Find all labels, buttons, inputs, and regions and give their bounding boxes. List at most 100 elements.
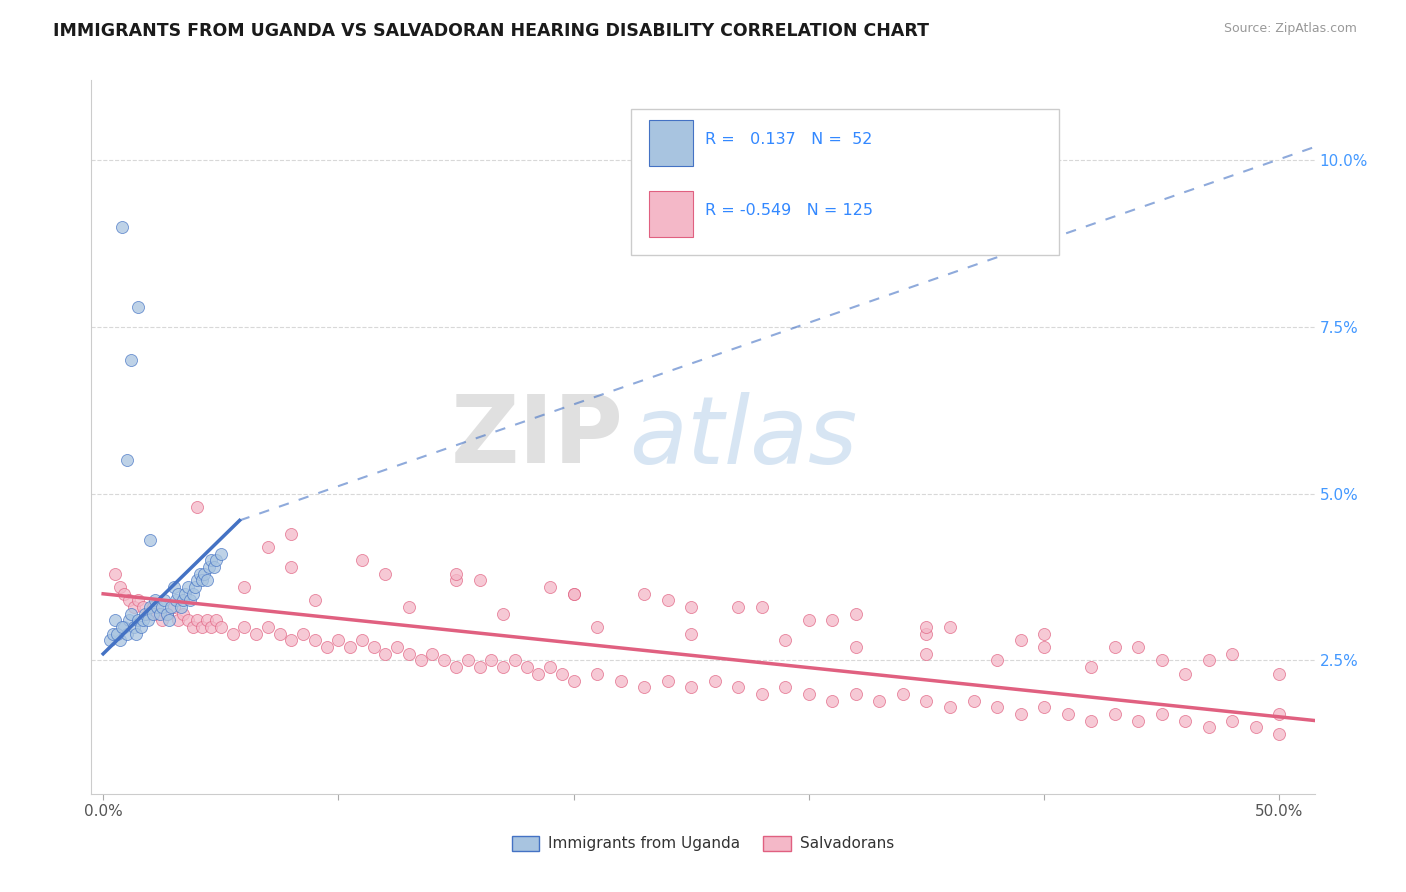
Point xyxy=(374,566,396,581)
Point xyxy=(1104,706,1126,721)
Point xyxy=(101,627,124,641)
Point xyxy=(315,640,337,655)
Point xyxy=(129,620,152,634)
Point xyxy=(986,700,1008,714)
Point xyxy=(775,680,797,694)
Point xyxy=(1010,633,1032,648)
Point xyxy=(177,580,200,594)
Point xyxy=(179,593,201,607)
Point xyxy=(422,647,444,661)
Text: atlas: atlas xyxy=(630,392,858,483)
Point xyxy=(433,653,456,667)
Point xyxy=(538,660,561,674)
Point xyxy=(915,627,938,641)
Point xyxy=(191,620,214,634)
Point xyxy=(115,627,138,641)
Point xyxy=(457,653,479,667)
Point xyxy=(939,700,962,714)
Point xyxy=(245,627,267,641)
Point xyxy=(146,600,169,615)
Point xyxy=(163,580,186,594)
Point xyxy=(797,614,820,628)
Point xyxy=(845,640,868,655)
Text: R =   0.137   N =  52: R = 0.137 N = 52 xyxy=(706,132,873,147)
Point xyxy=(209,547,232,561)
Point xyxy=(821,693,844,707)
Point xyxy=(586,620,609,634)
Point xyxy=(149,607,172,621)
Point xyxy=(1033,700,1056,714)
Legend: Immigrants from Uganda, Salvadorans: Immigrants from Uganda, Salvadorans xyxy=(506,830,900,857)
Text: IMMIGRANTS FROM UGANDA VS SALVADORAN HEARING DISABILITY CORRELATION CHART: IMMIGRANTS FROM UGANDA VS SALVADORAN HEA… xyxy=(53,22,929,40)
Text: R = -0.549   N = 125: R = -0.549 N = 125 xyxy=(706,203,873,219)
Point xyxy=(468,660,491,674)
Point xyxy=(150,600,173,615)
Point xyxy=(198,560,221,574)
Point xyxy=(127,300,149,314)
Point xyxy=(104,614,127,628)
Point xyxy=(122,620,145,634)
Point xyxy=(492,660,515,674)
Point xyxy=(986,653,1008,667)
Point xyxy=(200,553,222,567)
Point xyxy=(136,614,159,628)
Point xyxy=(962,693,984,707)
Point xyxy=(125,627,148,641)
Point xyxy=(195,614,218,628)
Point xyxy=(98,633,121,648)
Point xyxy=(280,526,302,541)
Point xyxy=(141,600,163,615)
Point xyxy=(165,593,187,607)
Point xyxy=(551,666,574,681)
Point xyxy=(256,620,278,634)
Point xyxy=(1198,720,1220,734)
Point xyxy=(269,627,291,641)
Point xyxy=(115,453,138,467)
Point xyxy=(200,620,222,634)
Point xyxy=(444,566,467,581)
Point xyxy=(193,566,215,581)
Point xyxy=(727,600,749,615)
Point xyxy=(1033,627,1056,641)
Point xyxy=(681,680,703,694)
Point xyxy=(156,607,179,621)
Point xyxy=(191,574,214,588)
Point xyxy=(304,593,326,607)
Point xyxy=(134,607,156,621)
Point xyxy=(177,614,200,628)
Point xyxy=(1268,666,1291,681)
Point xyxy=(633,587,655,601)
Point xyxy=(157,614,180,628)
Point xyxy=(479,653,502,667)
Point xyxy=(751,600,773,615)
Point xyxy=(586,666,609,681)
Point xyxy=(139,600,162,615)
Point xyxy=(132,600,155,615)
Point xyxy=(181,587,204,601)
Point xyxy=(195,574,218,588)
Point xyxy=(104,566,127,581)
Point xyxy=(1056,706,1078,721)
Point xyxy=(127,593,149,607)
Point xyxy=(1033,640,1056,655)
Point xyxy=(398,600,420,615)
Point xyxy=(122,600,145,615)
Point xyxy=(633,680,655,694)
Point xyxy=(181,620,204,634)
Point xyxy=(1268,727,1291,741)
Point xyxy=(891,687,914,701)
Point xyxy=(538,580,561,594)
Point xyxy=(821,614,844,628)
Point xyxy=(136,607,159,621)
Point xyxy=(350,553,373,567)
Point xyxy=(444,660,467,674)
Point xyxy=(1220,714,1243,728)
Point xyxy=(156,607,179,621)
Point xyxy=(202,560,225,574)
Point xyxy=(167,614,190,628)
Point xyxy=(868,693,890,707)
Point xyxy=(127,614,149,628)
Point xyxy=(150,614,173,628)
Point xyxy=(172,607,194,621)
Point xyxy=(1174,714,1197,728)
